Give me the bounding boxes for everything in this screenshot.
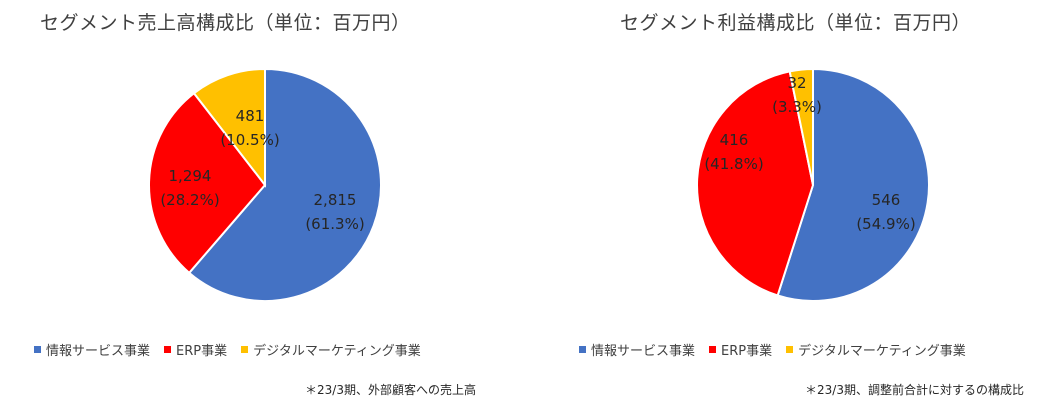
chart-title: セグメント利益構成比（単位：百万円） [620, 12, 972, 34]
digital-marketing-slice [788, 67, 814, 186]
slice-percent-label: (28.2%) [160, 191, 219, 209]
legend-item-digital-marketing: デジタルマーケティング事業 [241, 340, 421, 359]
legend-swatch [709, 346, 717, 353]
slice-percent-label: (61.3%) [305, 215, 364, 233]
legend-swatch [164, 346, 172, 353]
legend-item-info-services: 情報サービス事業 [579, 340, 695, 359]
revenue-pie-chart: 2,815 (61.3%) 1,294 (28.2%) 481 (10.5%) [148, 67, 382, 302]
erp-slice [696, 70, 815, 297]
legend-item-erp: ERP事業 [709, 340, 772, 359]
erp-slice [148, 91, 267, 275]
chart-footnote: ＊23/3期、外部顧客への売上高 [305, 383, 476, 397]
legend-label: 情報サービス事業 [46, 344, 151, 359]
legend-swatch [34, 346, 41, 353]
profit-chart-panel: セグメント利益構成比（単位：百万円） 546 (54.9%) 416 (41.8%) 3… [528, 0, 1056, 403]
slice-value-label: 546 [872, 191, 901, 209]
info-services-slice [776, 67, 930, 302]
slice-percent-label: (54.9%) [856, 215, 915, 233]
digital-marketing-slice [192, 67, 266, 188]
slice-value-label: 2,815 [314, 191, 357, 209]
legend-label: ERP事業 [721, 344, 773, 359]
legend-swatch [786, 346, 794, 353]
slice-percent-label: (41.8%) [704, 155, 763, 173]
revenue-chart-panel: セグメント売上高構成比（単位：百万円） 2,815 (61.3%) 1,294 (28… [34, 12, 476, 397]
legend-swatch [579, 346, 586, 353]
legend-item-info-services: 情報サービス事業 [34, 340, 150, 359]
chart-legend: 情報サービス事業 ERP事業 デジタルマーケティング事業 [34, 340, 435, 359]
profit-pie-chart: 546 (54.9%) 416 (41.8%) 32 (3.3%) [696, 67, 930, 302]
legend-item-digital-marketing: デジタルマーケティング事業 [786, 340, 966, 359]
chart-legend: 情報サービス事業 ERP事業 デジタルマーケティング事業 [579, 340, 980, 359]
legend-label: 情報サービス事業 [591, 344, 696, 359]
slice-value-label: 32 [787, 74, 806, 92]
slice-value-label: 1,294 [169, 167, 212, 185]
slice-value-label: 481 [236, 107, 265, 125]
slice-value-label: 416 [720, 131, 749, 149]
chart-title: セグメント売上高構成比（単位：百万円） [40, 12, 411, 34]
legend-label: ERP事業 [176, 344, 228, 359]
legend-label: デジタルマーケティング事業 [798, 344, 966, 359]
info-services-slice [187, 67, 382, 302]
chart-footnote: ＊23/3期、調整前合計に対するの構成比 [805, 383, 1024, 397]
legend-swatch [241, 346, 249, 353]
slice-percent-label: (3.3%) [772, 98, 822, 116]
slice-percent-label: (10.5%) [220, 131, 279, 149]
legend-label: デジタルマーケティング事業 [253, 344, 421, 359]
legend-item-erp: ERP事業 [164, 340, 227, 359]
